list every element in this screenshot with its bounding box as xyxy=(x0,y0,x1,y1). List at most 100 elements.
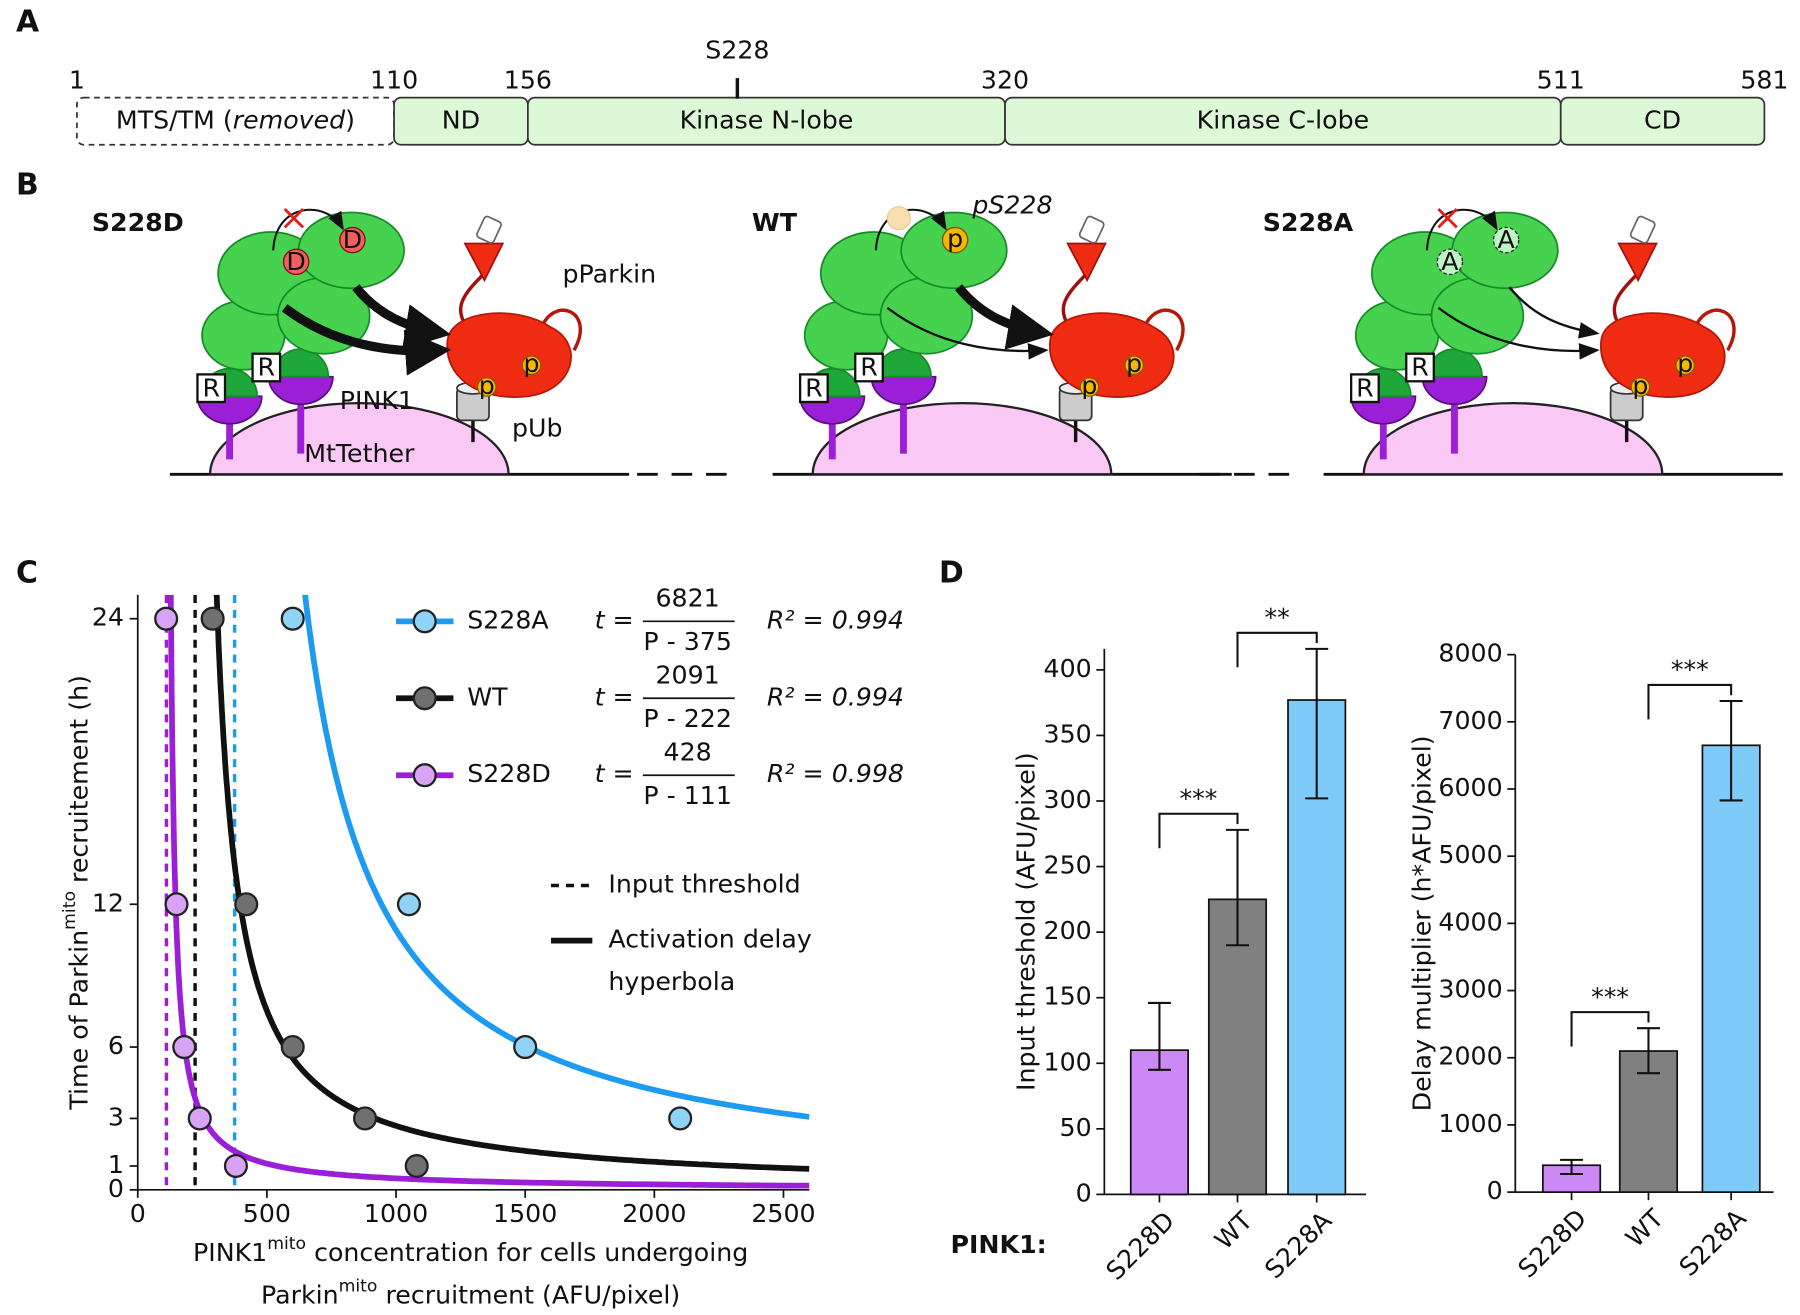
x-tick-label: 0 xyxy=(130,1199,146,1228)
mttether-label: MtTether xyxy=(304,439,415,468)
receptor-label: R xyxy=(860,353,878,382)
removed-part: MTS/TM ( xyxy=(116,106,233,135)
legend-fit: Activation delay xyxy=(608,925,811,954)
parkin-ubl xyxy=(1617,242,1658,283)
data-point xyxy=(200,606,225,631)
x-tick-label: 1500 xyxy=(493,1199,557,1228)
error-bar xyxy=(1226,828,1249,947)
removed-part: ) xyxy=(345,106,355,135)
parkin-ub xyxy=(476,215,502,244)
asp-site xyxy=(282,248,310,276)
equation-denominator: P - 222 xyxy=(643,704,732,733)
x-axis-label: PINK1: xyxy=(951,1230,1047,1259)
ala-label: A xyxy=(1441,247,1459,276)
receptor-box xyxy=(1405,352,1435,383)
receptor-box xyxy=(854,352,884,383)
y-tick-label: 350 xyxy=(1044,719,1092,748)
residue-label: 511 xyxy=(1537,66,1585,95)
activation-arrow xyxy=(1437,306,1600,360)
faded-site xyxy=(886,206,911,231)
equation-lhs: t = xyxy=(595,759,634,788)
parkin xyxy=(1600,312,1726,398)
parkin-ub xyxy=(1078,215,1105,244)
legend-marker xyxy=(412,609,437,634)
asp-label: D xyxy=(286,247,305,276)
x-axis-label: Parkinmito recruitment (AFU/pixel) xyxy=(261,1276,680,1309)
y-tick-label: 7000 xyxy=(1438,706,1502,735)
blocked-mark xyxy=(283,208,305,229)
equation-numerator: 2091 xyxy=(656,660,720,689)
receptor-label: R xyxy=(258,353,276,382)
error-bar xyxy=(1560,1158,1584,1176)
activation-arrow xyxy=(281,304,452,376)
data-point xyxy=(234,892,259,917)
phospho-label: p xyxy=(947,224,963,253)
phospho xyxy=(521,355,542,375)
pparkin-label: pParkin xyxy=(563,260,657,289)
x-tick-label: S228A xyxy=(1674,1203,1753,1282)
y-tick-label: 24 xyxy=(92,603,124,632)
y-tick-label: 250 xyxy=(1044,851,1092,880)
residue-label: 320 xyxy=(981,66,1029,95)
error-bar xyxy=(1636,1027,1660,1075)
error-bar xyxy=(1719,699,1743,802)
parkin-ubl xyxy=(1066,242,1107,283)
receptor-label: R xyxy=(1356,373,1374,402)
x-tick-label: S228D xyxy=(1100,1206,1180,1286)
data-point xyxy=(154,606,179,631)
parkin xyxy=(1049,312,1175,398)
x-tick-label: 1000 xyxy=(364,1199,428,1228)
x-tick-label: 2500 xyxy=(751,1199,815,1228)
bar xyxy=(1207,898,1268,1196)
residue-label: 1 xyxy=(69,66,85,95)
significance-bracket xyxy=(1570,1011,1650,1047)
r-squared: R² = 0.994 xyxy=(767,682,904,711)
fit-curve xyxy=(302,594,810,1120)
condition-label: S228D xyxy=(92,208,184,237)
equation-numerator: 428 xyxy=(664,737,712,766)
data-point xyxy=(352,1106,378,1131)
parkin xyxy=(446,312,572,398)
y-tick-label: 3 xyxy=(108,1102,124,1131)
y-axis-label-part: Time of Parkin xyxy=(64,930,93,1111)
legend-marker xyxy=(412,763,437,788)
x-tick-label: WT xyxy=(1620,1203,1669,1252)
y-tick-label: 6000 xyxy=(1438,773,1502,802)
y-axis-label-part: recruitement (h) xyxy=(64,675,93,891)
data-point xyxy=(280,1034,305,1060)
y-tick-label: 5000 xyxy=(1438,840,1502,869)
domain-label: ND xyxy=(442,106,480,135)
phospho xyxy=(1675,355,1695,375)
residue-label: 581 xyxy=(1740,66,1788,95)
y-tick-label: 2000 xyxy=(1438,1042,1502,1071)
panel-label: B xyxy=(16,168,39,203)
receptor-label: R xyxy=(202,373,220,402)
legend-label: WT xyxy=(467,682,508,711)
x-tick-label: 2000 xyxy=(622,1199,686,1228)
pub-label: pUb xyxy=(512,414,563,443)
phospho-label: p xyxy=(479,371,495,400)
y-tick-label: 150 xyxy=(1044,982,1092,1011)
receptor-box xyxy=(251,352,282,383)
ala-label: A xyxy=(1497,225,1515,254)
phospho xyxy=(1124,355,1144,375)
receptor-box xyxy=(196,373,227,404)
y-axis-label: Input threshold (AFU/pixel) xyxy=(1011,752,1040,1091)
parkin-loop xyxy=(537,308,582,352)
equation-lhs: t = xyxy=(595,605,634,634)
x-tick-label: WT xyxy=(1209,1206,1258,1255)
receptor xyxy=(1421,375,1488,406)
x-tick-label: 500 xyxy=(243,1199,291,1228)
phospho-site xyxy=(941,226,969,254)
phospho-label: p xyxy=(1677,349,1693,378)
fit-curve xyxy=(167,594,810,1189)
y-axis-label: Time of Parkinmito recruitement (h) xyxy=(60,675,93,1111)
x-axis-label-part: mito xyxy=(339,1276,378,1296)
residue-label: 110 xyxy=(370,66,418,95)
y-tick-label: 1 xyxy=(108,1150,124,1179)
x-axis-label: PINK1mito concentration for cells underg… xyxy=(193,1234,748,1267)
receptor xyxy=(870,375,937,406)
significance-bracket xyxy=(1158,812,1239,849)
y-tick-label: 400 xyxy=(1044,654,1092,683)
